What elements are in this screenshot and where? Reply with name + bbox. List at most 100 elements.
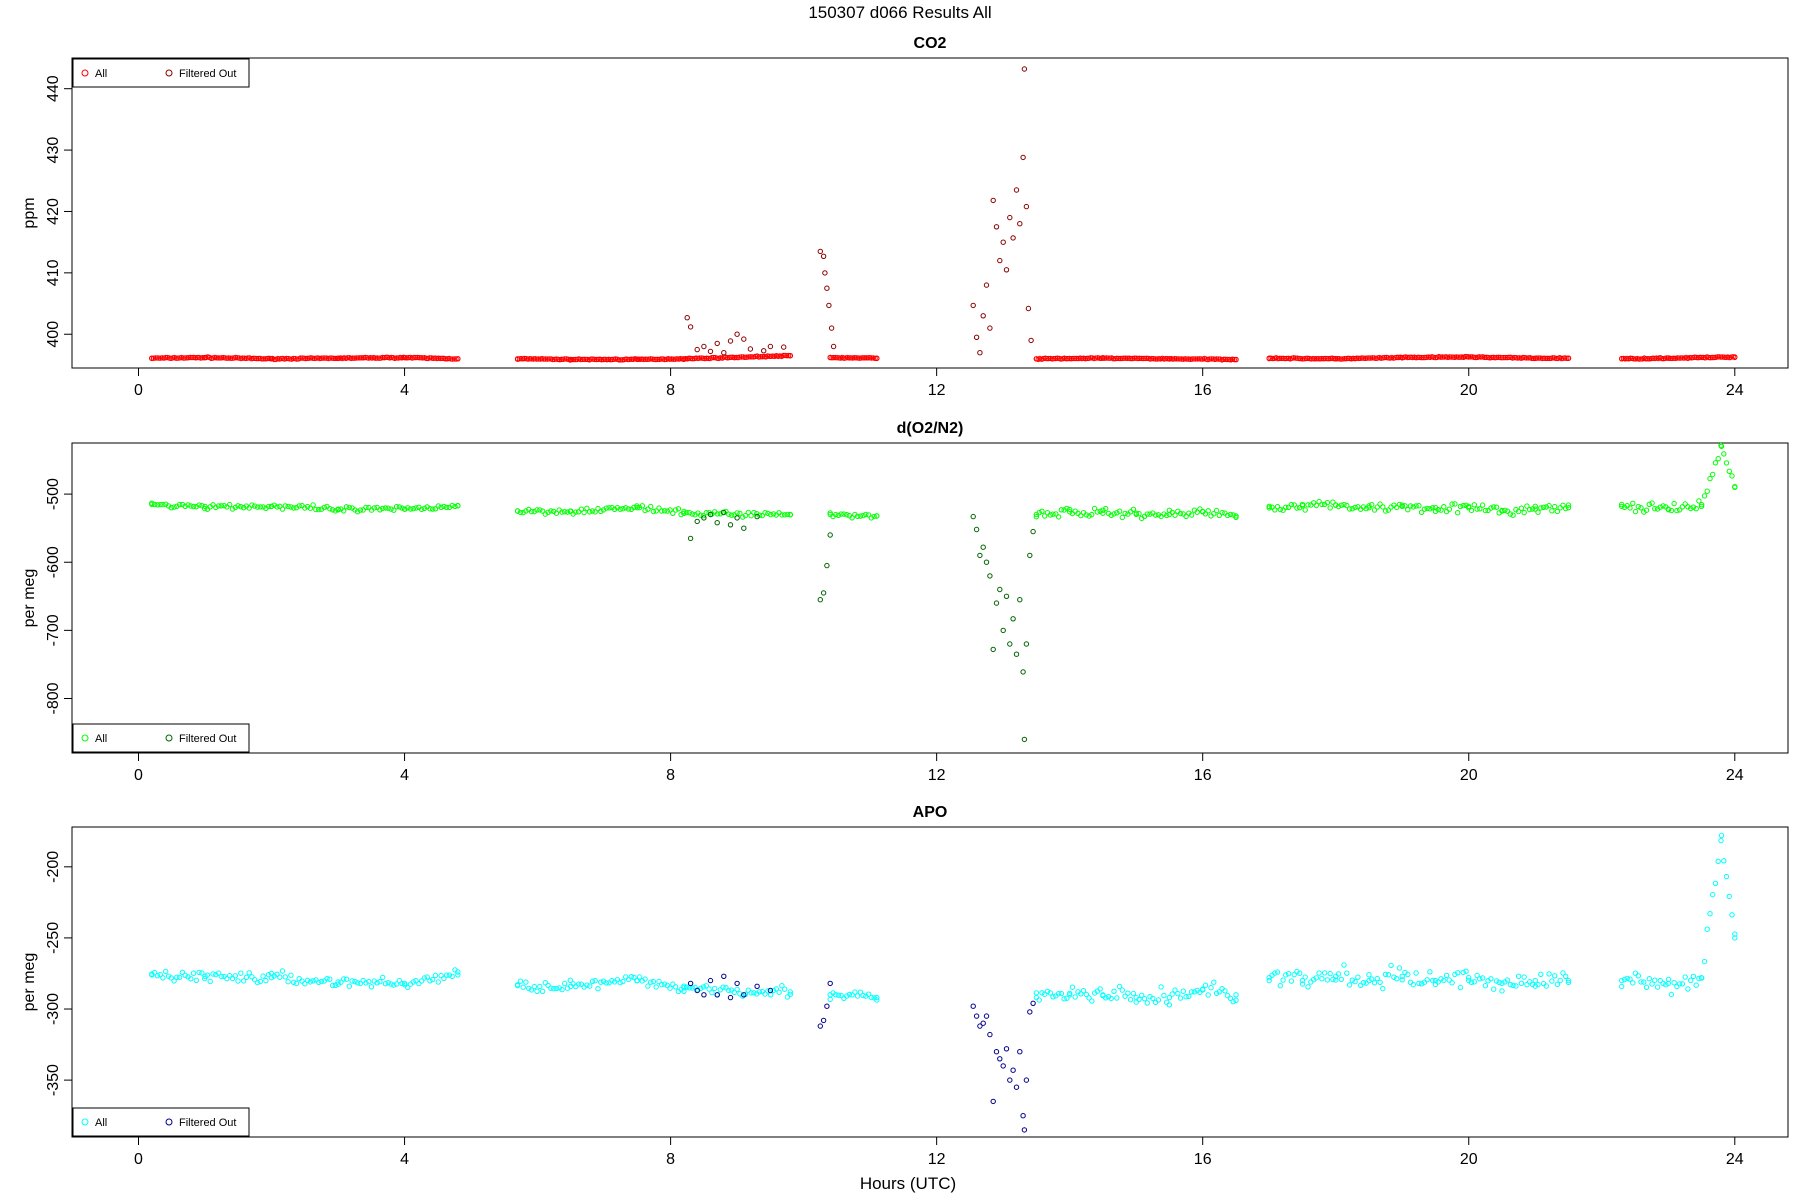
legend-marker xyxy=(81,734,89,742)
data-point-filtered xyxy=(767,343,774,350)
data-point-filtered xyxy=(1020,154,1026,161)
data-point xyxy=(1455,354,1461,360)
legend-marker xyxy=(165,1118,173,1126)
data-point xyxy=(1188,512,1195,518)
data-point xyxy=(1205,508,1211,514)
data-point xyxy=(1532,983,1539,989)
data-point xyxy=(827,354,833,361)
data-point xyxy=(199,970,205,976)
data-point xyxy=(1679,981,1686,987)
data-point xyxy=(1166,356,1173,362)
data-point xyxy=(1100,992,1106,998)
data-point xyxy=(1124,355,1131,361)
data-point xyxy=(1696,498,1702,504)
data-point xyxy=(1682,974,1688,980)
data-point xyxy=(213,355,220,361)
data-point xyxy=(1457,503,1464,510)
x-tick-label: 8 xyxy=(666,767,675,784)
data-point xyxy=(1169,991,1175,997)
data-point xyxy=(343,976,350,982)
data-point xyxy=(438,504,444,510)
y-tick-label: 410 xyxy=(45,259,62,286)
data-point xyxy=(291,505,297,511)
data-point xyxy=(1083,991,1090,998)
data-point xyxy=(1191,989,1198,995)
data-point xyxy=(196,502,202,508)
data-point xyxy=(1150,995,1156,1002)
data-point xyxy=(1277,355,1283,361)
data-point xyxy=(265,972,272,978)
data-point xyxy=(1449,501,1455,507)
data-point xyxy=(1718,837,1724,844)
data-point xyxy=(1161,992,1167,999)
data-point xyxy=(1064,505,1070,512)
data-point xyxy=(1116,508,1123,514)
data-point xyxy=(1114,355,1120,361)
data-point-filtered xyxy=(727,522,734,528)
data-point xyxy=(1355,974,1361,980)
data-point xyxy=(1482,507,1489,514)
data-point xyxy=(442,356,449,362)
data-point xyxy=(1067,506,1073,513)
data-point xyxy=(517,978,524,984)
data-point xyxy=(787,989,793,995)
data-point xyxy=(1560,970,1566,976)
data-point xyxy=(1693,982,1699,988)
x-axis-label: Hours (UTC) xyxy=(860,1174,956,1193)
data-point xyxy=(833,511,839,518)
data-point-filtered xyxy=(990,197,996,204)
data-point xyxy=(531,508,537,515)
data-point xyxy=(1385,507,1392,513)
data-point xyxy=(285,503,291,510)
data-point xyxy=(587,983,593,989)
x-tick-label: 8 xyxy=(666,382,675,399)
data-point xyxy=(1055,991,1062,997)
data-point xyxy=(190,503,197,510)
data-point xyxy=(1380,985,1386,992)
data-point xyxy=(154,973,161,979)
data-point xyxy=(1524,503,1530,509)
data-point xyxy=(1391,974,1397,980)
data-point xyxy=(1438,507,1444,513)
data-point-filtered xyxy=(747,346,754,352)
data-point xyxy=(1327,970,1333,977)
data-point xyxy=(648,503,654,510)
data-point-filtered xyxy=(822,270,828,276)
data-point xyxy=(1119,987,1126,993)
data-point xyxy=(517,509,524,516)
data-point-filtered xyxy=(1003,593,1010,599)
data-point xyxy=(1468,979,1475,985)
data-point xyxy=(1055,514,1062,520)
data-point xyxy=(1554,508,1561,515)
x-tick-label: 24 xyxy=(1726,382,1744,399)
data-point xyxy=(1502,354,1509,361)
series-filtered-out xyxy=(687,509,1036,743)
data-point xyxy=(229,975,236,982)
data-point xyxy=(1474,972,1480,979)
data-point xyxy=(268,356,275,362)
data-point xyxy=(1671,500,1677,507)
data-point xyxy=(391,507,397,513)
data-point xyxy=(1105,355,1111,361)
data-point xyxy=(851,355,858,361)
data-point xyxy=(1552,503,1558,510)
data-point xyxy=(1315,356,1321,362)
data-point xyxy=(277,974,283,980)
data-point xyxy=(1086,995,1092,1001)
data-point xyxy=(1510,982,1516,989)
data-point xyxy=(678,511,684,518)
data-point xyxy=(217,355,223,361)
data-point xyxy=(1723,873,1730,880)
data-point xyxy=(263,977,269,984)
data-point xyxy=(1543,504,1550,510)
data-point xyxy=(534,988,540,994)
data-point xyxy=(1690,504,1697,510)
data-point xyxy=(689,985,695,991)
data-point xyxy=(1649,500,1655,506)
data-point xyxy=(1721,451,1727,457)
data-point xyxy=(562,980,568,987)
data-point xyxy=(1462,353,1468,360)
data-point xyxy=(681,508,687,515)
data-point xyxy=(742,512,749,519)
data-point xyxy=(1521,974,1527,980)
